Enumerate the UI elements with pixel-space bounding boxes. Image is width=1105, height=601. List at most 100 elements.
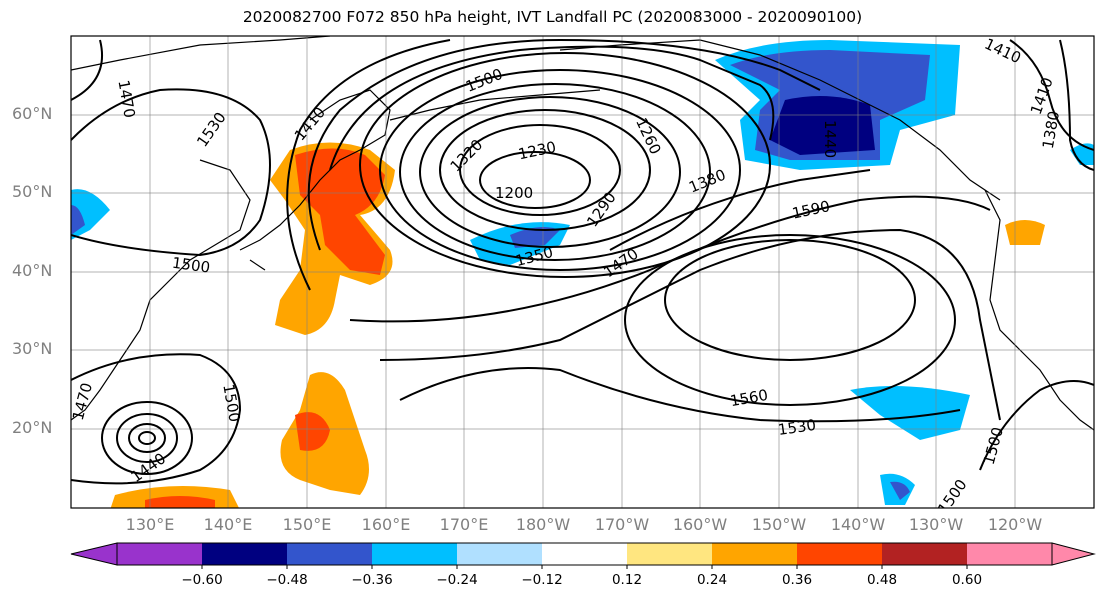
colorbar-label: 0.36 [781,572,813,588]
lat-label-20n: 20°N [12,418,53,437]
colorbar-label: 0.12 [611,572,643,588]
contour-1530-south [399,367,961,423]
map-title: 2020082700 F072 850 hPa height, IVT Land… [242,8,863,26]
colorbar-bin-1 [117,543,202,565]
contour-label: 1500 [934,476,971,518]
contour-1320 [399,83,711,261]
contour-1410 [329,45,775,171]
colorbar-bin-7 [627,543,712,565]
contour-label: 1500 [980,425,1007,467]
map-frame [70,35,1095,509]
contour-label: 1410 [291,103,329,144]
colorbar-bin-5 [457,543,542,565]
contour-1200 [479,151,591,209]
ivt-negative-shading [71,40,1094,505]
colorbar-extend-right [1051,542,1096,566]
colorbar-bin-8 [712,543,797,565]
contour-label: 1440 [821,120,839,158]
contour-1590-high [664,239,916,361]
coastline-kamchatka [309,89,391,151]
coastline-alaska [559,39,1001,201]
contour-1380 [359,52,771,278]
contour-1380-east [1059,39,1094,171]
contour-1470 [286,39,871,291]
colorbar-bin-6 [542,543,627,565]
contour-typhoon-3 [116,413,178,463]
lon-label-140w: 140°W [830,515,886,534]
colorbar-label: −0.24 [436,572,478,588]
lon-label-160e: 160°E [361,515,411,534]
contour-label: 1530 [777,416,817,439]
contour-label: 1410 [982,35,1024,67]
contour-label: 1290 [583,189,620,231]
contour-1260 [439,109,651,231]
contour-typhoon-1 [138,431,156,445]
contour-label: 1230 [517,138,558,164]
contour-label: 1200 [495,184,533,202]
ivt-negative-light-hawaii [850,386,970,440]
contour-label: 1500 [219,383,243,424]
lon-label-130w: 130°W [908,515,964,534]
lon-label-150w: 150°W [751,515,807,534]
colorbar-label: 0.60 [951,572,983,588]
coastline-japan [239,149,361,271]
contour-1410-east [1009,39,1094,151]
contour-label: 1260 [632,115,664,157]
lat-label-60n: 60°N [12,104,53,123]
lon-label-180w: 180°W [515,515,571,534]
colorbar-frame [116,542,1053,566]
contour-label: 1500 [171,254,211,277]
ivt-negative-strong-alaska [770,96,875,155]
contour-label: 1500 [463,65,505,96]
contour-1500-sw [71,353,242,485]
colorbar-label: −0.12 [521,572,563,588]
ivt-negative-region-north-pacific [510,226,560,248]
ivt-strong-region-subtropics [295,412,330,451]
ivt-strong-region-south [145,496,215,508]
colorbar-bin-2 [202,543,287,565]
lon-label-150e: 150°E [282,515,332,534]
contour-label: 1560 [729,386,770,410]
contour-typhoon-2 [128,423,166,453]
contour-1530-mid [379,228,1001,421]
contour-1290 [419,96,681,248]
lon-label-130e: 130°E [125,515,175,534]
contour-1500-west [71,88,271,257]
height-contours [71,38,1094,485]
coastline-asia [71,36,331,421]
contour-1560-high [624,234,956,406]
colorbar-bin-4 [372,543,457,565]
colorbar-bin-3 [287,543,372,565]
contour-typhoon-4 [101,401,193,475]
lon-label-140e: 140°E [203,515,253,534]
lon-label-120w: 120°W [987,515,1043,534]
colorbar-label: 0.48 [866,572,898,588]
ivt-positive-region-coast [1005,220,1045,245]
coastline-north-america [984,189,1094,431]
contour-1440 [307,38,821,251]
lon-label-160w: 160°W [672,515,728,534]
contour-1230 [459,124,621,216]
colorbar-bin-11 [967,543,1052,565]
colorbar-label: 0.24 [696,572,728,588]
contour-1350 [379,69,741,271]
lat-label-30n: 30°N [12,339,53,358]
lat-label-50n: 50°N [12,182,53,201]
ivt-negative-region-west [71,205,85,235]
colorbar-bin-9 [797,543,882,565]
contour-1500-mid [349,195,991,323]
contour-label: 1470 [114,79,138,120]
contour-1470-west [71,39,104,101]
lon-label-170w: 170°W [594,515,650,534]
colorbar-label: −0.60 [181,572,223,588]
contour-label: 1380 [686,166,728,197]
contour-1500-se [979,380,1094,471]
coastlines [71,36,1094,431]
colorbar-label: −0.36 [351,572,393,588]
colorbar-extend-left [70,542,118,566]
colorbar-bin-10 [882,543,967,565]
colorbar [70,542,1096,569]
contour-label: 1590 [790,197,831,223]
lat-label-40n: 40°N [12,261,53,280]
